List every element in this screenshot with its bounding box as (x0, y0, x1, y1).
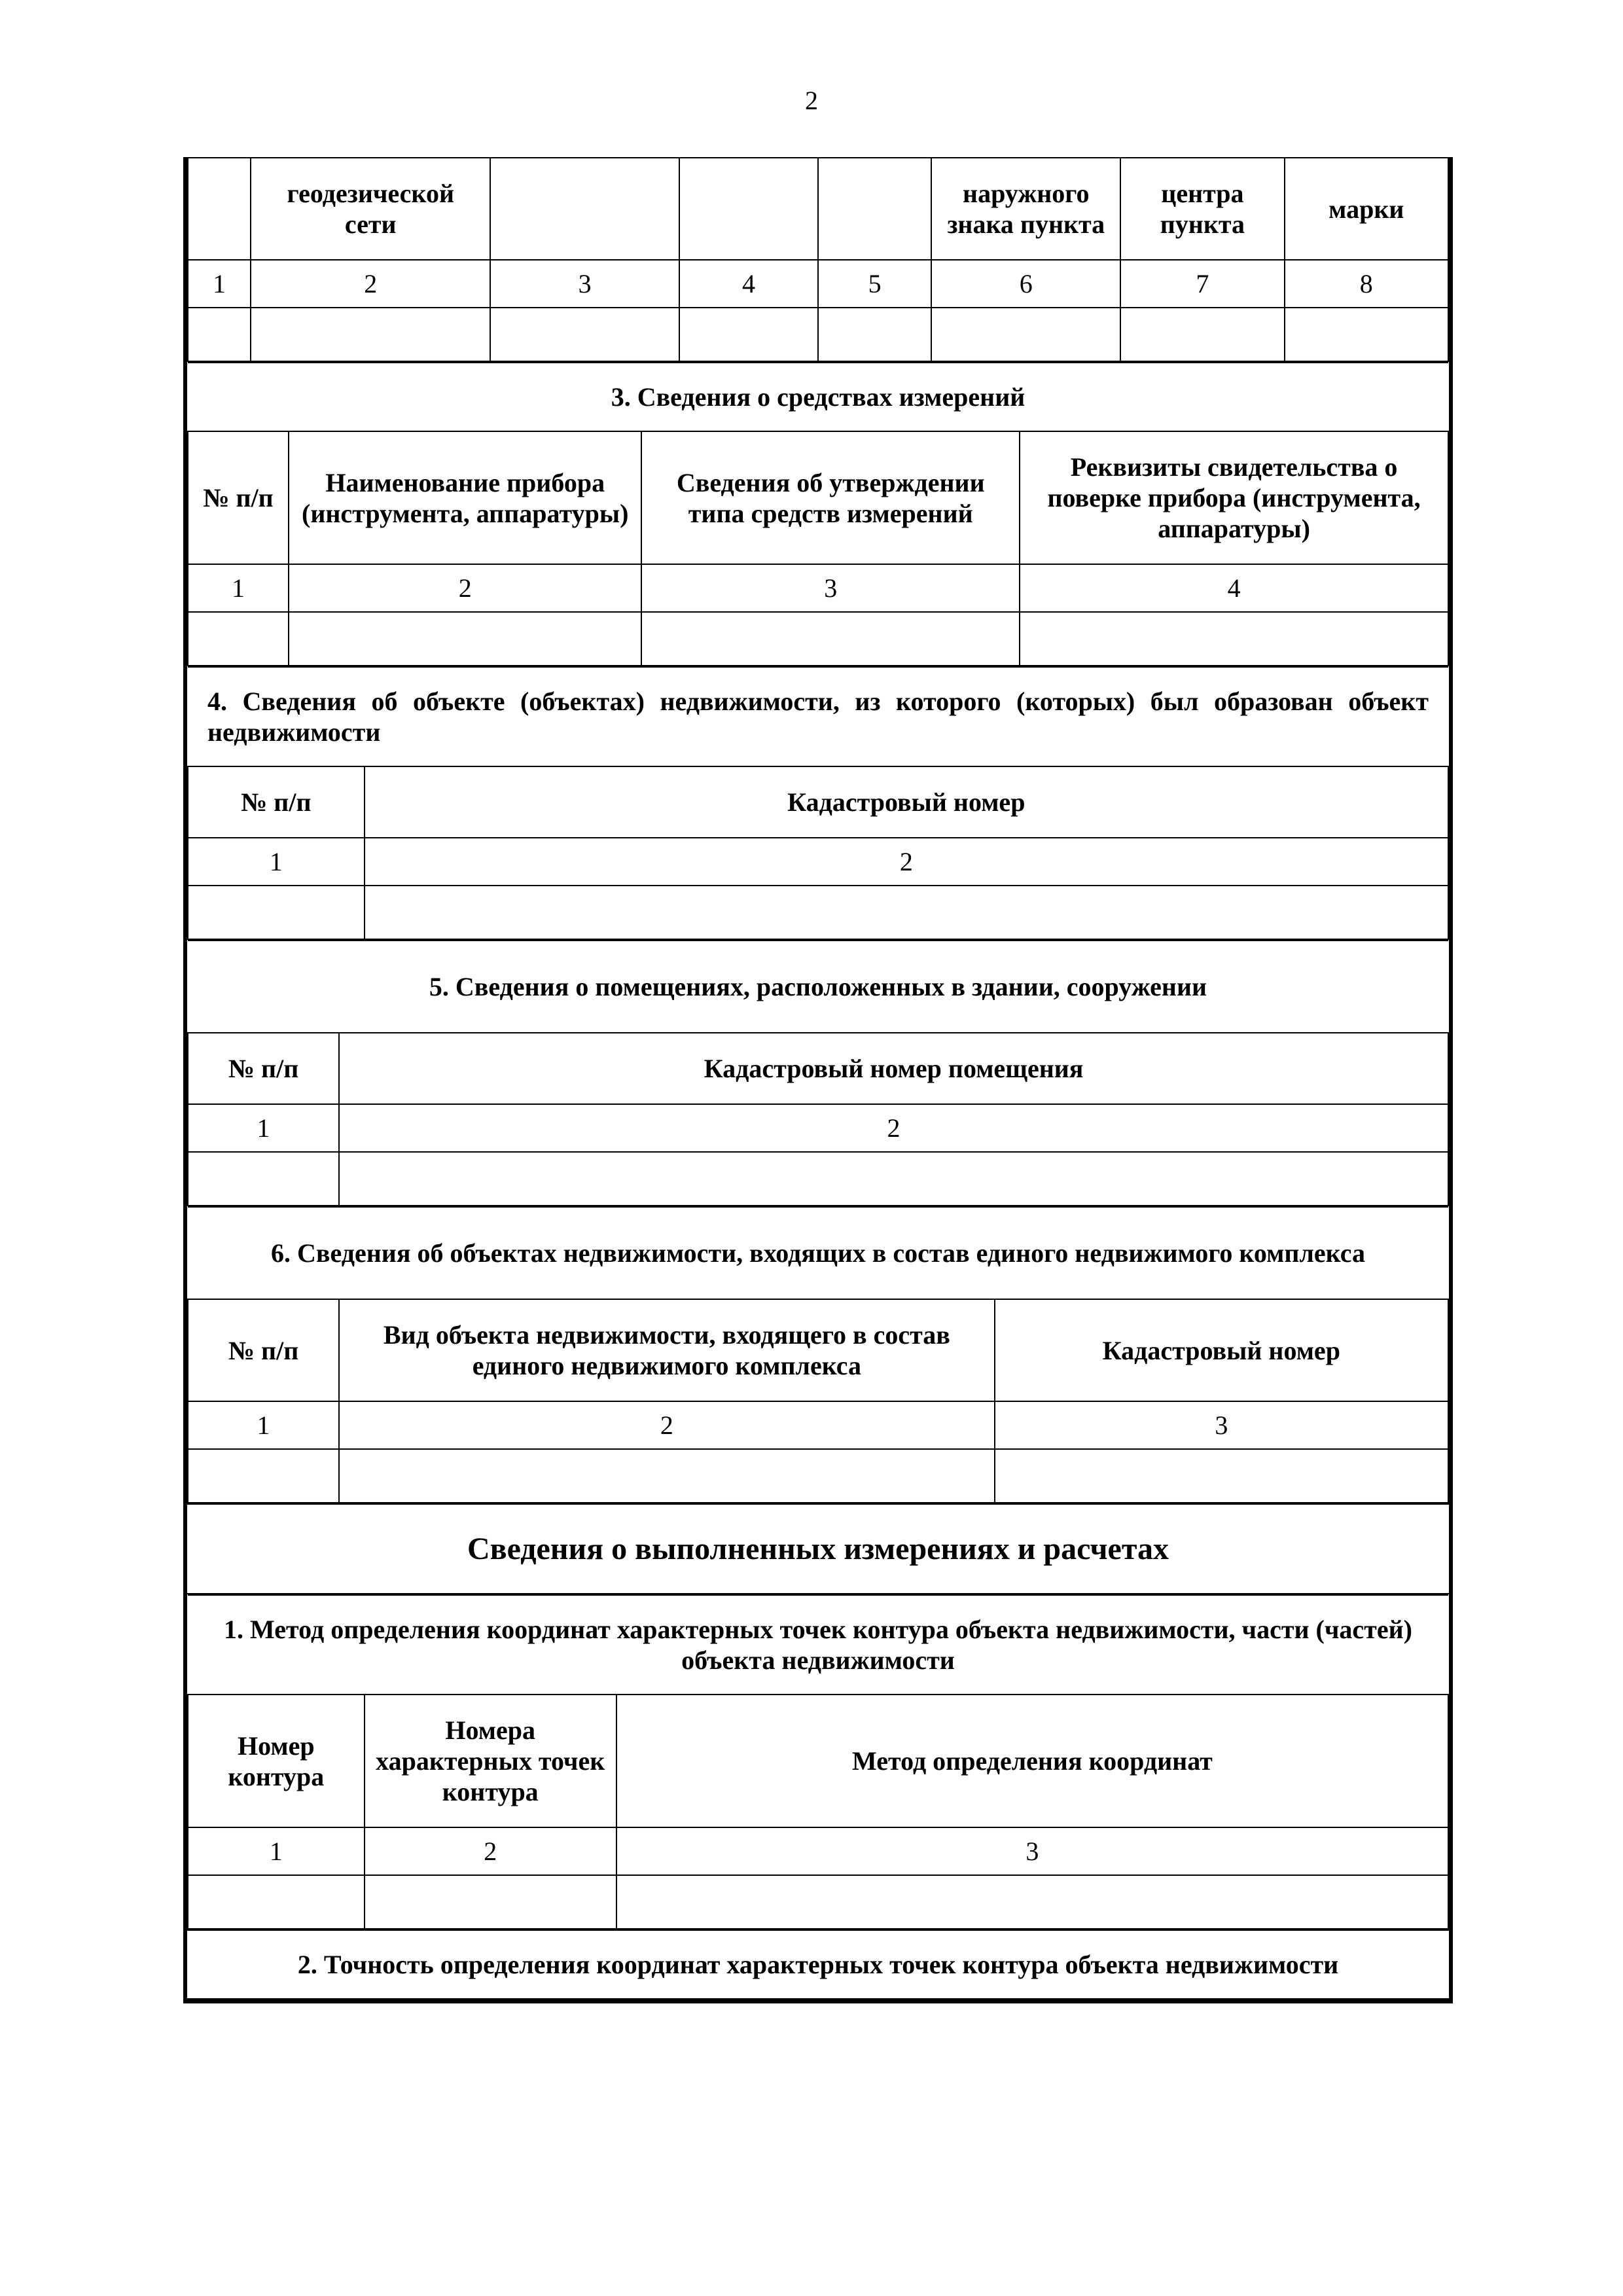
top-fragment-table: геодезической сети наружного знака пункт… (187, 157, 1449, 362)
table-cell: 2 (339, 1401, 995, 1449)
table-cell: Реквизиты свидетельства о поверке прибор… (1020, 431, 1448, 564)
sec6-table: 6. Сведения об объектах недвижимости, вх… (187, 1206, 1449, 1503)
table-cell: наружного знака пункта (931, 158, 1120, 260)
big-title-table: Сведения о выполненных измерениях и расч… (187, 1503, 1449, 1594)
sec6-title: 6. Сведения об объектах недвижимости, вх… (188, 1207, 1448, 1299)
page: 2 геодезической сети наружного знака пун… (0, 0, 1623, 2296)
table-cell: № п/п (188, 766, 365, 838)
table-cell (365, 1875, 616, 1929)
table-cell (641, 612, 1020, 666)
table-cell (188, 1875, 365, 1929)
table-cell (490, 308, 679, 361)
table-cell: 2 (339, 1104, 1448, 1152)
table-cell (188, 158, 251, 260)
table-cell: Кадастровый номер помещения (339, 1033, 1448, 1104)
table-cell (188, 612, 289, 666)
table-cell: 4 (679, 260, 818, 308)
table-cell (188, 1449, 339, 1503)
table-cell: 4 (1020, 564, 1448, 612)
table-cell: 2 (365, 1827, 616, 1875)
table-cell: 2 (289, 564, 641, 612)
table-cell: Сведения об утверждении типа средств изм… (641, 431, 1020, 564)
sec-m2-table: 2. Точность определения координат характ… (187, 1929, 1449, 2000)
table-cell (188, 1152, 339, 1206)
table-cell: 1 (188, 1401, 339, 1449)
table-cell: 1 (188, 838, 365, 886)
big-title: Сведения о выполненных измерениях и расч… (187, 1504, 1449, 1594)
table-cell (818, 158, 931, 260)
table-cell (1020, 612, 1448, 666)
table-cell: 6 (931, 260, 1120, 308)
table-cell (679, 308, 818, 361)
table-cell (365, 886, 1448, 939)
table-cell: 2 (251, 260, 490, 308)
table-cell (1120, 308, 1284, 361)
table-cell: 8 (1285, 260, 1448, 308)
table-cell (1285, 308, 1448, 361)
table-cell: 3 (641, 564, 1020, 612)
table-cell: 1 (188, 564, 289, 612)
table-cell: № п/п (188, 1033, 339, 1104)
table-cell: 3 (995, 1401, 1448, 1449)
sec5-table: 5. Сведения о помещениях, расположенных … (187, 940, 1449, 1206)
table-cell: 5 (818, 260, 931, 308)
document-body: геодезической сети наружного знака пункт… (183, 157, 1453, 2003)
table-cell (490, 158, 679, 260)
sec4-table: 4. Сведения об объекте (объектах) недвиж… (187, 666, 1449, 940)
table-cell: Номер контура (188, 1695, 365, 1827)
table-cell: 3 (490, 260, 679, 308)
table-cell: Метод определения координат (616, 1695, 1448, 1827)
sec-m1-table: 1. Метод определения координат характерн… (187, 1594, 1449, 1929)
table-cell (188, 886, 365, 939)
table-cell: центра пункта (1120, 158, 1284, 260)
table-cell (339, 1449, 995, 1503)
sec3-table: 3. Сведения о средствах измерений № п/п … (187, 362, 1449, 666)
table-cell: Кадастровый номер (365, 766, 1448, 838)
table-cell: № п/п (188, 1299, 339, 1401)
table-cell (339, 1152, 1448, 1206)
sec3-title: 3. Сведения о средствах измерений (188, 363, 1448, 431)
sec-m2-title: 2. Точность определения координат характ… (187, 1930, 1449, 1999)
table-cell: Вид объекта недвижимости, входящего в со… (339, 1299, 995, 1401)
table-cell (616, 1875, 1448, 1929)
table-cell: 3 (616, 1827, 1448, 1875)
table-cell (818, 308, 931, 361)
table-cell: Наименование прибора (инструмента, аппар… (289, 431, 641, 564)
table-cell (251, 308, 490, 361)
table-cell: 1 (188, 1104, 339, 1152)
table-cell: 2 (365, 838, 1448, 886)
table-cell (995, 1449, 1448, 1503)
table-cell: марки (1285, 158, 1448, 260)
table-cell (931, 308, 1120, 361)
table-cell (188, 308, 251, 361)
table-cell: геодезической сети (251, 158, 490, 260)
sec4-title: 4. Сведения об объекте (объектах) недвиж… (188, 667, 1448, 766)
table-cell: 1 (188, 1827, 365, 1875)
table-cell: № п/п (188, 431, 289, 564)
table-cell: 1 (188, 260, 251, 308)
table-cell: 7 (1120, 260, 1284, 308)
sec5-title: 5. Сведения о помещениях, расположенных … (188, 941, 1448, 1033)
table-cell: Кадастровый номер (995, 1299, 1448, 1401)
table-cell: Номера характерных точек контура (365, 1695, 616, 1827)
sec-m1-title: 1. Метод определения координат характерн… (188, 1595, 1448, 1695)
page-number: 2 (0, 85, 1623, 116)
table-cell (289, 612, 641, 666)
table-cell (679, 158, 818, 260)
